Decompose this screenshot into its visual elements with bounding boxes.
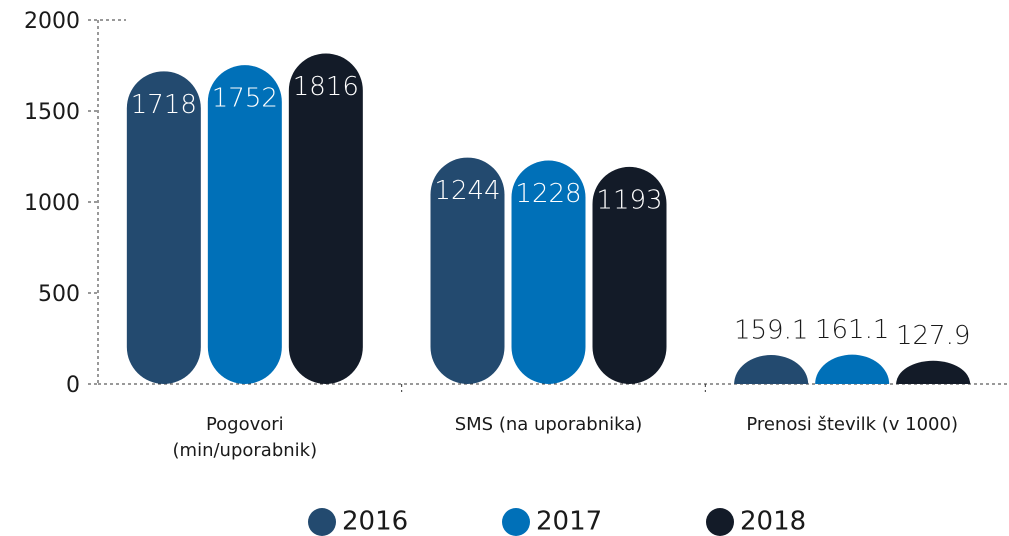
value-label: 1228 — [515, 179, 581, 209]
value-label: 1718 — [131, 90, 197, 120]
x-tick-label: Prenosi številk (v 1000) — [746, 414, 958, 435]
bar — [430, 157, 505, 384]
y-tick-label: 500 — [38, 282, 80, 307]
legend-label: 2018 — [740, 507, 806, 536]
value-label: 1752 — [212, 84, 278, 114]
y-tick-label: 2000 — [24, 9, 80, 34]
legend-swatch — [308, 508, 336, 536]
value-label: 127.9 — [896, 321, 970, 351]
bar — [815, 354, 890, 384]
bar — [511, 160, 586, 384]
x-tick-label: SMS (na uporabnika) — [455, 414, 643, 435]
y-tick-label: 1500 — [24, 100, 80, 125]
x-tick-label: Pogovori (min/uporabnik) — [173, 414, 318, 461]
value-label: 1244 — [434, 176, 500, 206]
bar — [288, 53, 363, 384]
legend-label: 2017 — [536, 507, 602, 536]
legend-label: 2016 — [342, 507, 408, 536]
value-label: 159.1 — [734, 316, 808, 346]
bar — [592, 166, 667, 384]
value-label: 161.1 — [815, 315, 889, 345]
value-label: 1816 — [293, 72, 359, 102]
bar — [126, 71, 201, 384]
bar — [207, 65, 282, 385]
y-tick-label: 1000 — [24, 191, 80, 216]
bar — [734, 355, 809, 384]
y-tick-label: 0 — [66, 373, 80, 398]
legend-swatch — [502, 508, 530, 536]
legend-swatch — [706, 508, 734, 536]
value-label: 1193 — [596, 185, 662, 215]
bar — [896, 360, 971, 384]
